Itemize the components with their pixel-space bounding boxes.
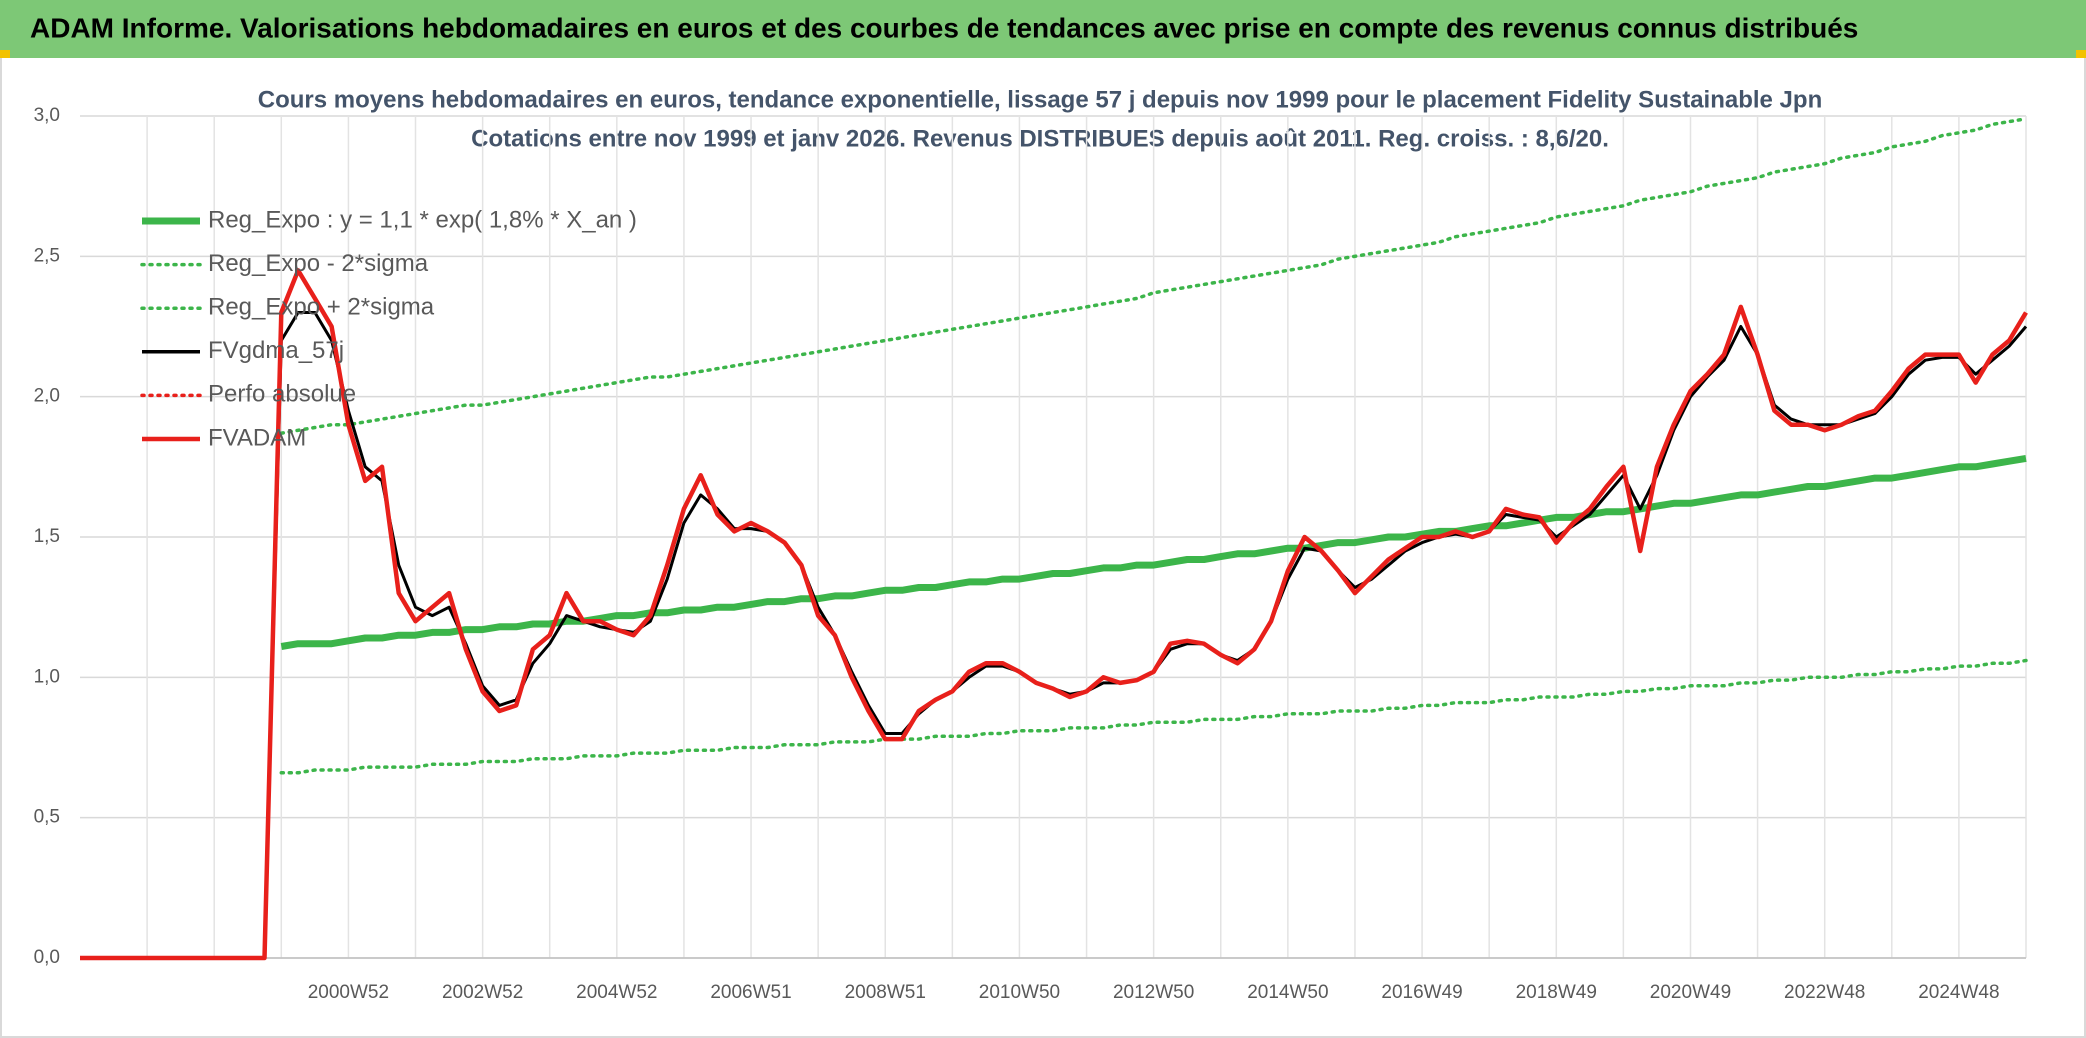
y-tick-label: 3,0 — [34, 105, 60, 126]
series-line — [279, 117, 2028, 435]
x-tick-label: 2022W48 — [1784, 982, 1865, 1003]
x-tick-label: 2016W49 — [1381, 982, 1462, 1003]
x-tick-label: 2006W51 — [710, 982, 791, 1003]
header-band — [0, 0, 2086, 58]
legend-label: Reg_Expo + 2*sigma — [208, 294, 435, 321]
x-tick-label: 2004W52 — [576, 982, 657, 1003]
y-tick-label: 1,0 — [34, 666, 60, 687]
x-tick-label: 2020W49 — [1650, 982, 1731, 1003]
y-tick-label: 2,5 — [34, 245, 60, 266]
legend-label: FVADAM — [208, 424, 306, 451]
x-tick-label: 2024W48 — [1918, 982, 1999, 1003]
x-tick-label: 2010W50 — [979, 982, 1060, 1003]
chart-subtitle: Cotations entre nov 1999 et janv 2026. R… — [471, 125, 1609, 152]
legend-label: Perfo absolue — [208, 381, 356, 408]
legend-label: Reg_Expo : y = 1,1 * exp( 1,8% * X_an ) — [208, 206, 637, 233]
series-line — [280, 454, 2027, 650]
x-tick-label: 2014W50 — [1247, 982, 1328, 1003]
corner-mark — [2076, 50, 2086, 58]
y-tick-label: 0,0 — [34, 947, 60, 968]
x-tick-label: 2000W52 — [308, 982, 389, 1003]
x-tick-label: 2018W49 — [1516, 982, 1597, 1003]
x-tick-label: 2012W50 — [1113, 982, 1194, 1003]
corner-mark — [0, 50, 10, 58]
legend-label: Reg_Expo - 2*sigma — [208, 250, 429, 277]
x-tick-label: 2008W51 — [845, 982, 926, 1003]
y-tick-label: 0,5 — [34, 807, 60, 828]
series-line — [80, 268, 2028, 961]
y-tick-label: 2,0 — [34, 386, 60, 407]
header-title: ADAM Informe. Valorisations hebdomadaire… — [30, 12, 1858, 43]
x-tick-label: 2002W52 — [442, 982, 523, 1003]
chart-title: Cours moyens hebdomadaires en euros, ten… — [258, 86, 1822, 113]
legend-label: FVgdma_57j — [208, 337, 344, 364]
y-tick-label: 1,5 — [34, 526, 60, 547]
